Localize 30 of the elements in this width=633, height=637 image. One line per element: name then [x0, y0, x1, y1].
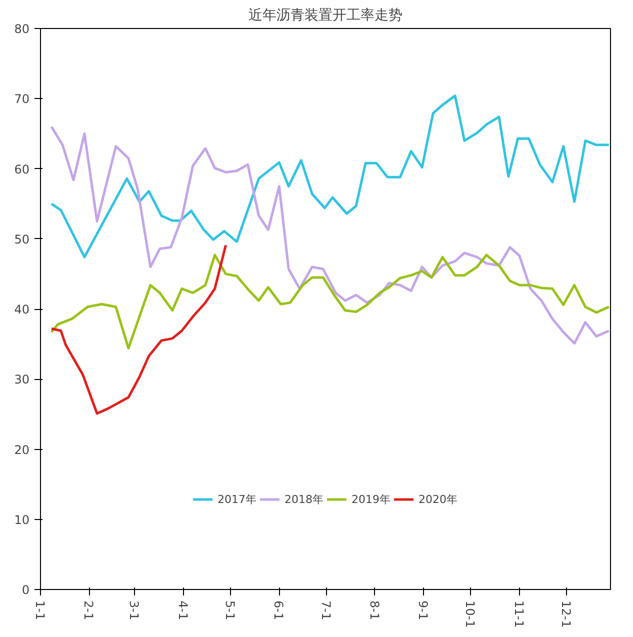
y-tick-label: 40	[14, 302, 30, 316]
y-tick-label: 30	[14, 372, 30, 387]
legend-label: 2020年	[418, 492, 458, 506]
line-series	[50, 244, 228, 415]
y-tick-label: 20	[14, 442, 30, 457]
x-tick-label: 9-1	[416, 600, 430, 620]
legend-label: 2017年	[218, 492, 256, 506]
x-tick-label: 4-1	[176, 600, 190, 620]
x-tick-label: 6-1	[272, 600, 286, 620]
legend-label: 2019年	[352, 492, 390, 506]
line-series	[50, 254, 610, 350]
x-tick-label: 10-1	[463, 600, 478, 628]
y-tick-label: 60	[14, 162, 30, 176]
chart-title: 近年沥青装置开工率走势	[248, 8, 402, 24]
y-tick-label: 80	[14, 22, 30, 36]
x-tick-label: 2-1	[82, 600, 96, 620]
y-tick-label: 0	[22, 583, 30, 597]
x-tick-label: 5-1	[223, 600, 237, 620]
line-series	[50, 94, 610, 258]
y-tick-label: 10	[14, 512, 30, 527]
line-series	[50, 125, 610, 345]
x-tick-label: 3-1	[127, 600, 142, 620]
x-tick-label: 1-1	[33, 600, 47, 620]
y-tick-label: 50	[14, 232, 30, 246]
x-tick-label: 7-1	[318, 600, 333, 620]
legend-label: 2018年	[284, 492, 324, 506]
x-tick-label: 8-1	[367, 600, 382, 620]
x-tick-label: 12-1	[559, 600, 574, 628]
y-tick-label: 70	[14, 92, 30, 106]
x-tick-label: 11-1	[512, 600, 526, 628]
